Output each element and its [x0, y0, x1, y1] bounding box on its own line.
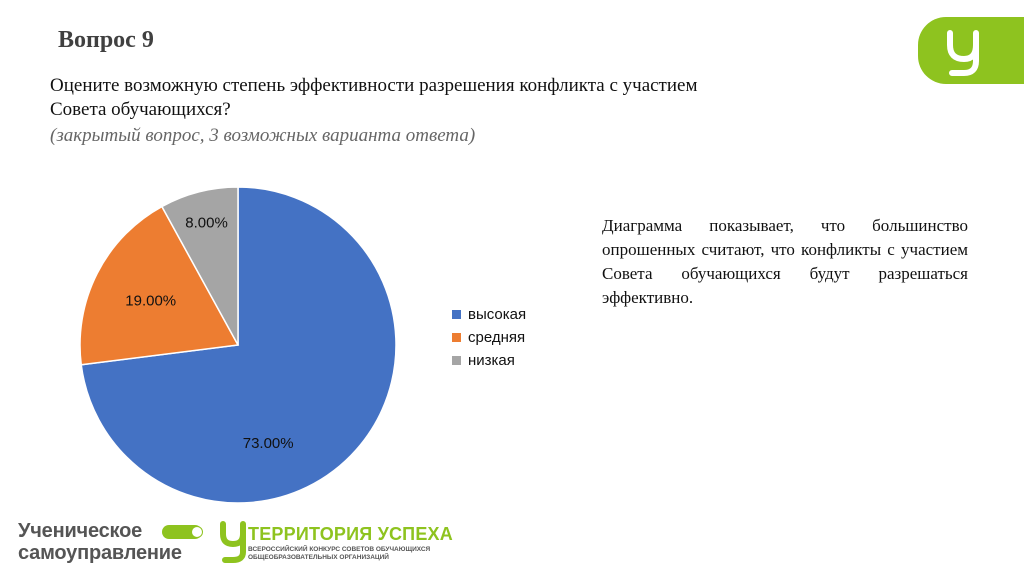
brand-u-icon	[220, 521, 246, 563]
pie-slice-3	[160, 186, 239, 346]
legend-swatch-3	[452, 356, 461, 365]
footer-brand2-title: ТЕРРИТОРИЯ УСПЕХА	[248, 524, 453, 544]
pie-labels: 73.00% 19.00% 8.00%	[125, 215, 293, 453]
toggle-knob-icon	[191, 526, 203, 538]
footer-brand2-sub2: ОБЩЕОБРАЗОВАТЕЛЬНЫХ ОРГАНИЗАЦИЙ	[248, 554, 389, 561]
chart-description: Диаграмма показывает, что большинство оп…	[602, 216, 968, 307]
footer-brand1-line1: Ученическое	[18, 520, 143, 542]
question-text: Оцените возможную степень эффективности …	[50, 74, 810, 122]
slide-title: Вопрос 9	[58, 27, 154, 53]
legend-swatch-2	[452, 333, 461, 342]
footer-brand2-sub1: ВСЕРОССИЙСКИЙ КОНКУРС СОВЕТОВ ОБУЧАЮЩИХС…	[248, 546, 431, 553]
pie-slice-2	[79, 205, 240, 366]
question-line-1: Оцените возможную степень эффективности …	[50, 75, 698, 96]
data-label-1: 73.00%	[243, 435, 294, 452]
question-line-2: Совета обучающихся?	[50, 99, 231, 120]
legend-label-3: низкая	[468, 352, 515, 369]
footer-brand1-line2: самоуправление	[18, 542, 182, 564]
pie-chart: 73.00% 19.00% 8.00% высокая средняя низкая	[79, 186, 526, 504]
legend-label-1: высокая	[468, 306, 526, 323]
legend-swatch-1	[452, 310, 461, 319]
question-note: (закрытый вопрос, 3 возможных варианта о…	[50, 125, 476, 146]
data-label-3: 8.00%	[185, 215, 228, 232]
chart-legend: высокая средняя низкая	[452, 306, 526, 369]
legend-label-2: средняя	[468, 329, 525, 346]
footer-logos: Ученическое самоуправление ТЕРРИТОРИЯ УС…	[16, 518, 456, 566]
pie-slices	[79, 186, 397, 504]
data-label-2: 19.00%	[125, 293, 176, 310]
brand-logo-icon	[918, 17, 1024, 84]
